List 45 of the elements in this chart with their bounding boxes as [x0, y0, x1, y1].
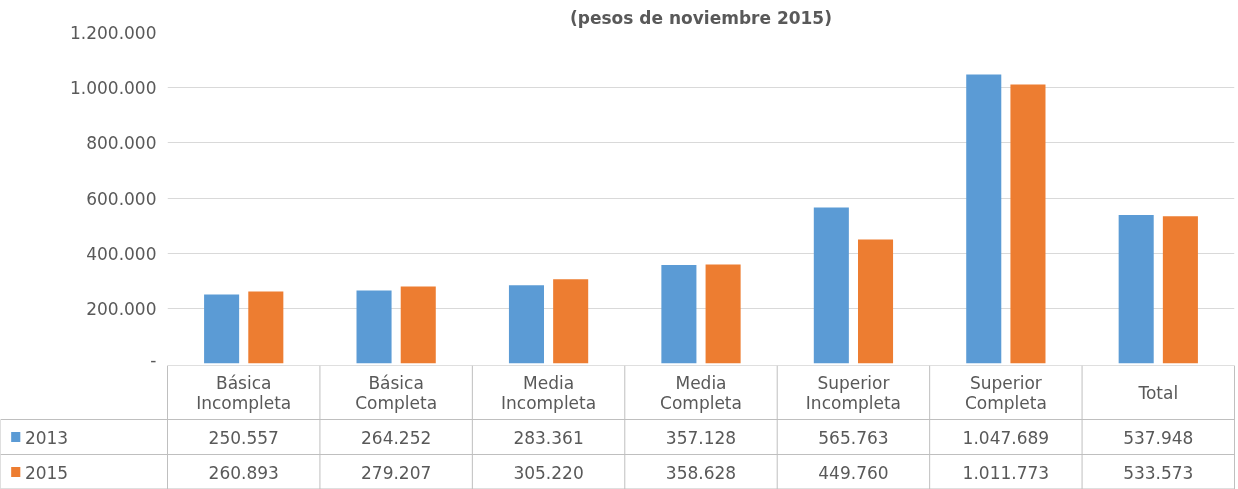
bar: [553, 279, 589, 364]
bar: [356, 290, 392, 364]
y-tick-label: 1.200.000: [69, 23, 157, 43]
bar: [204, 294, 240, 364]
bar: [400, 286, 436, 364]
bar: [705, 264, 741, 364]
y-tick-label: -: [150, 349, 157, 370]
data-label: 565.763: [818, 427, 889, 448]
y-tick-label: 1.000.000: [69, 78, 157, 99]
bar: [1118, 215, 1154, 364]
bar: [966, 74, 1002, 364]
data-label: 1.047.689: [962, 427, 1050, 448]
data-label: 537.948: [1123, 427, 1194, 448]
data-label: 264.252: [360, 427, 432, 448]
bar: [508, 285, 544, 364]
data-label: 260.893: [208, 462, 279, 483]
x-tick-label: Total: [1137, 382, 1179, 403]
x-tick-label: Superior Completa: [964, 372, 1047, 413]
bar: [813, 207, 849, 364]
x-tick-label: Media Completa: [660, 372, 742, 413]
data-label: 533.573: [1123, 462, 1194, 483]
x-tick-label: Superior Incompleta: [805, 372, 902, 413]
data-label: 357.128: [665, 427, 737, 448]
y-tick-label: 200.000: [86, 298, 157, 319]
bar: [248, 291, 284, 364]
data-label: 250.557: [208, 427, 279, 448]
bar: [1162, 216, 1198, 364]
y-tick-label: 400.000: [86, 243, 157, 264]
data-label: 1.011.773: [962, 462, 1050, 483]
legend-label: 2015: [24, 462, 69, 483]
data-label: 449.760: [818, 462, 889, 483]
bar: [858, 239, 894, 364]
data-label: 283.361: [513, 427, 584, 448]
data-label: 279.207: [360, 462, 432, 483]
bar: [1010, 84, 1046, 364]
y-tick-label: 800.000: [86, 133, 157, 154]
data-label: 305.220: [513, 462, 584, 483]
x-tick-label: Media Incompleta: [501, 372, 597, 413]
legend-label: 2013: [24, 427, 69, 448]
y-tick-label: 600.000: [86, 188, 157, 209]
chart-title: (pesos de noviembre 2015): [570, 7, 832, 28]
x-tick-label: Básica Completa: [355, 372, 438, 413]
bar: [661, 264, 697, 364]
data-label: 358.628: [665, 462, 737, 483]
x-tick-label: Básica Incompleta: [196, 372, 292, 413]
